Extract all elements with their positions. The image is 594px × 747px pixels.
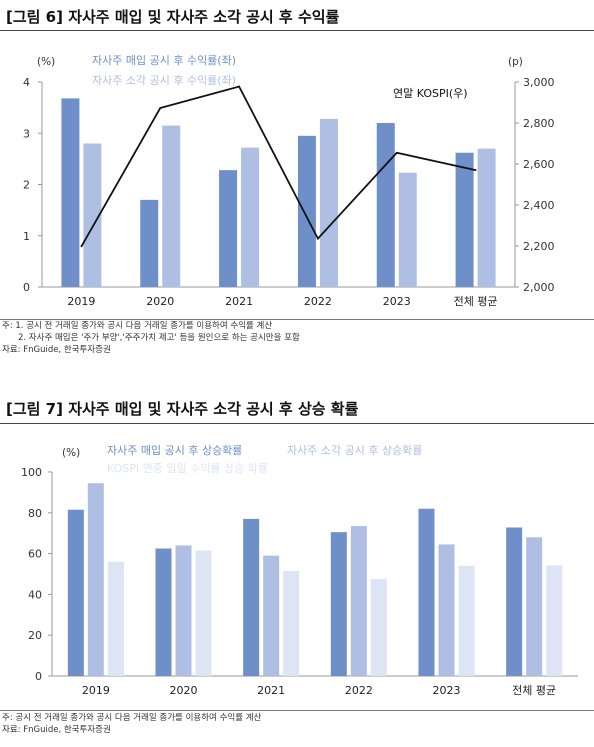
bar-buyback-up-probability — [243, 518, 260, 676]
bar-buyback-return — [140, 199, 159, 287]
left-tick-label: 3 — [23, 127, 30, 140]
left-tick-label: 1 — [23, 230, 30, 243]
bar-buyback-up-probability — [67, 509, 84, 676]
figure-6-note-2: 2. 자사주 매입은 '주가 부양','주주가치 제고' 등을 원인으로 하는 … — [18, 333, 300, 343]
figure-6-note-1: 주: 1. 공시 전 거래일 종가와 공시 다음 거래일 종가를 이용하여 수익… — [2, 321, 273, 331]
bar-buyback-up-probability — [155, 548, 172, 676]
x-tick-label: 2022 — [304, 295, 332, 308]
y-tick-label: 80 — [28, 507, 42, 520]
left-tick-label: 0 — [23, 281, 30, 294]
legend-kospi-up-probability: KOSPI 연중 일일 수익률 상승 확률 — [107, 461, 268, 475]
kospi-point — [395, 151, 398, 154]
left-tick-label: 2 — [23, 179, 30, 192]
right-tick-label: 3,000 — [523, 76, 555, 89]
bar-cancellation-return — [241, 147, 260, 287]
x-tick-label: 전체 평균 — [454, 295, 498, 308]
bar-buyback-return — [376, 123, 395, 287]
y-axis-unit: (%) — [62, 447, 80, 459]
y-tick-label: 40 — [28, 588, 42, 601]
x-tick-label: 2022 — [345, 684, 373, 697]
kospi-point — [317, 237, 319, 240]
left-tick-label: 4 — [23, 76, 30, 89]
bar-kospi-up-probability — [370, 579, 387, 676]
figure-6-title: [그림 6] 자사주 매입 및 자사주 소각 공시 후 수익률 — [6, 8, 340, 26]
figure-6-notes-rule — [0, 319, 594, 320]
bar-buyback-return — [61, 98, 80, 288]
y-tick-label: 100 — [21, 466, 42, 479]
x-tick-label: 2021 — [225, 295, 253, 308]
kospi-line — [80, 85, 476, 247]
figure-7-source: 자료: FnGuide, 한국투자증권 — [2, 725, 111, 735]
bar-cancellation-up-probability — [87, 483, 104, 676]
x-tick-label: 2021 — [257, 684, 285, 697]
bar-buyback-return — [455, 152, 474, 287]
bar-cancellation-return — [398, 172, 417, 287]
legend-buyback-up-probability: 자사주 매입 공시 후 상승확률 — [107, 444, 242, 457]
right-tick-label: 2,600 — [523, 158, 555, 171]
figure-6-chart: 0 1 2 3 4 2,000 2,200 2,400 2,600 2,800 3,000 (%) (p… — [23, 54, 555, 308]
y-tick-label: 60 — [28, 548, 42, 561]
legend-buyback-return: 자사주 매입 공시 후 수익률(좌) — [92, 54, 236, 67]
bar-cancellation-return — [319, 118, 338, 288]
bar-cancellation-return — [162, 125, 181, 287]
x-tick-label: 2019 — [82, 684, 110, 697]
kospi-point — [238, 85, 240, 88]
bar-cancellation-up-probability — [263, 555, 280, 676]
bar-buyback-return — [297, 135, 316, 287]
bar-cancellation-up-probability — [175, 545, 192, 676]
y-tick-label: 20 — [28, 629, 42, 642]
figure-7-note-1: 주: 공시 전 거래일 종가와 공시 다음 거래일 종가를 이용하여 수익률 계… — [2, 713, 262, 723]
bar-buyback-up-probability — [418, 508, 435, 676]
right-tick-label: 2,400 — [523, 199, 555, 212]
legend-cancellation-return: 자사주 소각 공시 후 수익률(좌) — [92, 74, 236, 87]
bar-cancellation-up-probability — [526, 537, 543, 676]
kospi-point — [474, 169, 477, 172]
bar-kospi-up-probability — [283, 570, 300, 676]
bar-buyback-up-probability — [506, 527, 523, 676]
right-tick-label: 2,800 — [523, 117, 555, 130]
bar-kospi-up-probability — [546, 565, 563, 676]
bar-kospi-up-probability — [458, 565, 475, 676]
legend-cancellation-up-probability: 자사주 소각 공시 후 상승확률 — [287, 444, 422, 457]
figure-7-chart: 0 20 40 60 80 100 (%) 2019 2020 2021 2022 2023 전체 평균… — [21, 444, 578, 697]
right-tick-label: 2,000 — [523, 281, 555, 294]
x-tick-label: 전체 평균 — [512, 684, 556, 697]
figure-6-title-rule — [0, 30, 594, 31]
x-tick-label: 2023 — [383, 295, 411, 308]
bar-cancellation-return — [83, 143, 102, 287]
figure-6-notes: 주: 1. 공시 전 거래일 종가와 공시 다음 거래일 종가를 이용하여 수익… — [2, 320, 300, 356]
x-tick-label: 2019 — [67, 295, 95, 308]
figure-7-notes: 주: 공시 전 거래일 종가와 공시 다음 거래일 종가를 이용하여 수익률 계… — [2, 712, 261, 736]
left-axis-unit: (%) — [37, 56, 55, 68]
bar-cancellation-up-probability — [350, 526, 367, 676]
bar-kospi-up-probability — [107, 561, 124, 676]
x-tick-label: 2020 — [146, 295, 174, 308]
bar-cancellation-return — [477, 148, 496, 287]
right-tick-label: 2,200 — [523, 240, 555, 253]
legend-kospi: 연말 KOSPI(우) — [393, 87, 468, 100]
bar-buyback-return — [219, 170, 238, 287]
bar-cancellation-up-probability — [438, 544, 455, 676]
x-tick-label: 2020 — [170, 684, 198, 697]
figure-6-source: 자료: FnGuide, 한국투자증권 — [2, 345, 111, 355]
figure-7-title: [그림 7] 자사주 매입 및 자사주 소각 공시 후 상승 확률 — [6, 400, 359, 418]
right-axis-unit: (p) — [508, 56, 523, 68]
x-tick-label: 2023 — [433, 684, 461, 697]
bar-buyback-up-probability — [330, 532, 347, 676]
bar-kospi-up-probability — [195, 550, 212, 676]
figure-7-notes-rule — [0, 710, 594, 711]
kospi-point — [159, 107, 162, 109]
y-tick-label: 0 — [35, 670, 42, 683]
figure-7-title-rule — [0, 423, 594, 424]
kospi-point — [80, 245, 83, 248]
